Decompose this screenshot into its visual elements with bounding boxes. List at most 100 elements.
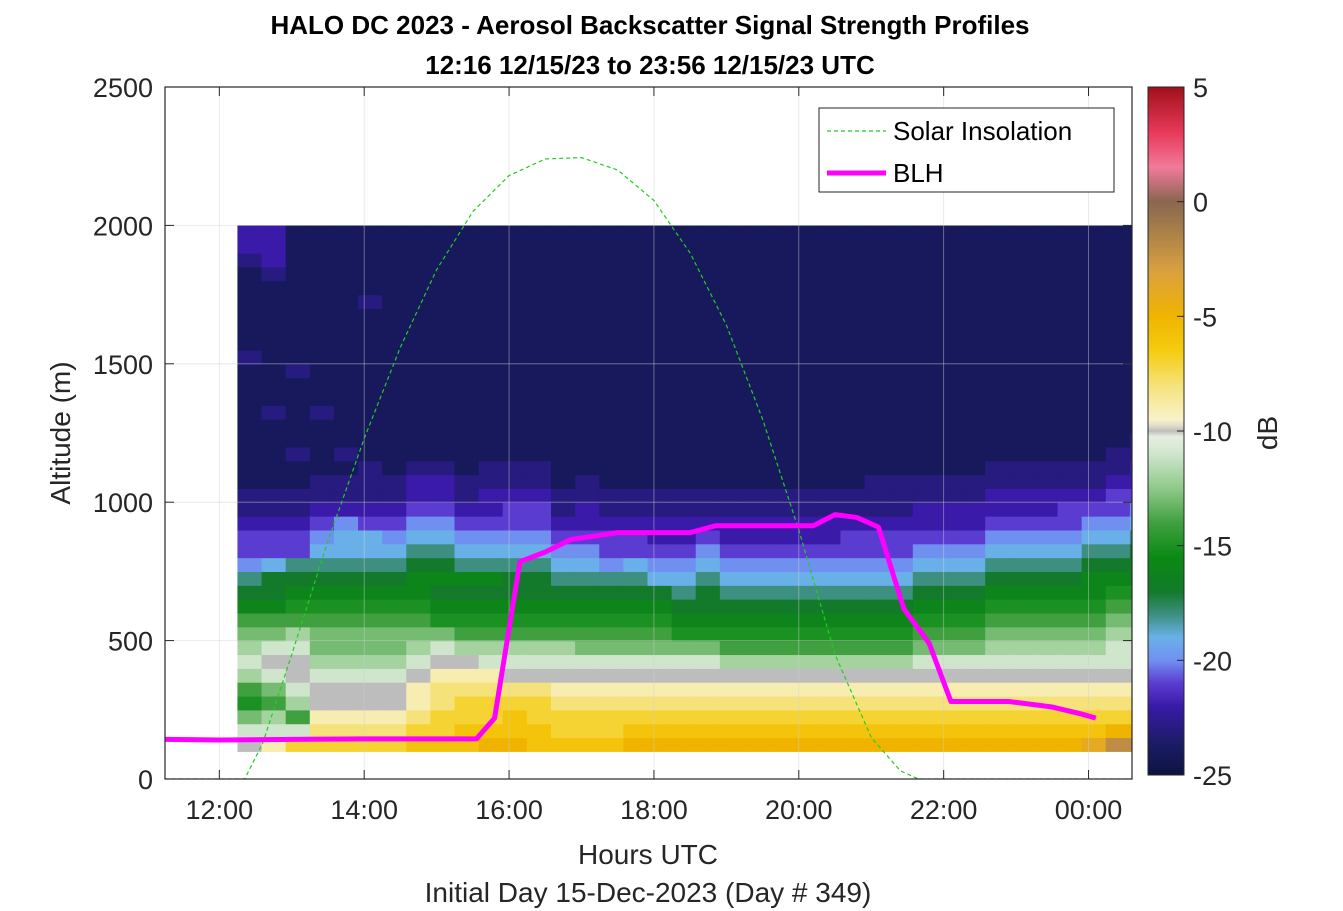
heatmap-cell <box>840 585 866 600</box>
y-tick-label: 1500 <box>93 350 153 380</box>
heatmap-cell <box>382 225 407 240</box>
heatmap-cell <box>358 654 383 669</box>
plot-frame <box>164 86 1133 780</box>
heatmap-cell <box>695 253 721 268</box>
heatmap-cell <box>526 723 552 739</box>
heatmap-cell <box>792 668 817 683</box>
heatmap-cell <box>1057 599 1083 614</box>
heatmap-cell <box>333 419 359 434</box>
heatmap-cell <box>936 225 962 240</box>
heatmap-cell <box>864 322 890 337</box>
heatmap-cell <box>382 336 407 351</box>
heatmap-cell <box>309 709 335 725</box>
heatmap-cell <box>599 336 624 351</box>
heatmap-cell <box>454 599 480 614</box>
heatmap-cell <box>623 308 649 323</box>
heatmap-cell <box>309 474 335 489</box>
heatmap-cell <box>768 723 793 739</box>
heatmap-cell <box>840 266 866 282</box>
heatmap-cell <box>985 446 1010 462</box>
heatmap-cell <box>526 446 552 462</box>
heatmap-cell <box>478 433 504 448</box>
heatmap-cell <box>792 349 817 365</box>
heatmap-cell <box>358 599 383 614</box>
heatmap-cell <box>671 695 697 711</box>
heatmap-cell <box>1057 460 1083 476</box>
heatmap-cell <box>237 612 263 628</box>
heatmap-cell <box>1129 225 1132 240</box>
heatmap-cell <box>864 266 890 282</box>
heatmap-cell <box>792 682 817 697</box>
heatmap-cell <box>382 488 407 503</box>
heatmap-cell <box>309 612 335 628</box>
heatmap-cell <box>623 737 649 752</box>
heatmap-cell <box>551 280 576 296</box>
heatmap-cell <box>695 502 721 517</box>
heatmap-cell <box>961 723 986 739</box>
legend-box <box>818 107 1115 193</box>
heatmap-cell <box>695 695 721 711</box>
heatmap-cell <box>575 599 600 614</box>
x-tick-label: 00:00 <box>1055 795 1123 825</box>
heatmap-cell <box>526 391 552 406</box>
heatmap-cell <box>1081 599 1107 614</box>
heatmap-cell <box>454 280 480 296</box>
heatmap-cell <box>936 488 962 503</box>
heatmap-cell <box>961 737 986 752</box>
heatmap-cell <box>936 571 962 586</box>
heatmap-cell <box>478 599 504 614</box>
heatmap-cell <box>623 709 649 725</box>
heatmap-cell <box>261 363 287 379</box>
heatmap-cell <box>840 294 866 310</box>
heatmap-cell <box>888 737 914 752</box>
heatmap-cell <box>285 280 311 296</box>
heatmap-cell <box>623 225 649 240</box>
heatmap-cell <box>1081 737 1107 752</box>
heatmap-cell <box>575 516 600 531</box>
heatmap-cell <box>1033 239 1059 254</box>
x-tick-label: 16:00 <box>475 795 543 825</box>
heatmap-cell <box>743 253 769 268</box>
heatmap-cell <box>285 682 311 697</box>
heatmap-cell <box>816 695 842 711</box>
heatmap-cell <box>430 682 456 697</box>
heatmap-cell <box>647 391 673 406</box>
heatmap-cell <box>430 433 456 448</box>
heatmap-cell <box>333 225 359 240</box>
heatmap-cell <box>1081 308 1107 323</box>
chart-subtitle: 12:16 12/15/23 to 23:56 12/15/23 UTC <box>425 50 875 80</box>
heatmap-cell <box>936 474 962 489</box>
heatmap-cell <box>1033 737 1059 752</box>
heatmap-cell <box>647 377 673 393</box>
heatmap-cell <box>743 502 769 517</box>
heatmap-cell <box>816 543 842 559</box>
heatmap-cell <box>1033 349 1059 365</box>
heatmap-cell <box>526 336 552 351</box>
heatmap-cell <box>1033 543 1059 559</box>
heatmap-cell <box>1105 419 1131 434</box>
heatmap-cell <box>551 612 576 628</box>
heatmap-cell <box>358 349 383 365</box>
heatmap-cell <box>768 377 793 393</box>
heatmap-cell <box>1129 349 1132 365</box>
heatmap-cell <box>864 585 890 600</box>
heatmap-cell <box>454 723 480 739</box>
heatmap-cell <box>719 599 745 614</box>
heatmap-cell <box>406 599 431 614</box>
heatmap-cell <box>961 571 986 586</box>
heatmap-cell <box>575 474 600 489</box>
heatmap-cell <box>406 322 431 337</box>
heatmap-cell <box>743 266 769 282</box>
heatmap-cell <box>695 377 721 393</box>
heatmap-cell <box>333 723 359 739</box>
heatmap-cell <box>358 557 383 572</box>
heatmap-cell <box>430 460 456 476</box>
heatmap-cell <box>382 280 407 296</box>
heatmap-cell <box>1105 474 1131 489</box>
heatmap-cell <box>768 308 793 323</box>
heatmap-cell <box>478 391 504 406</box>
heatmap-cell <box>478 253 504 268</box>
heatmap-cell <box>768 668 793 683</box>
heatmap-cell <box>551 391 576 406</box>
heatmap-cell <box>358 433 383 448</box>
